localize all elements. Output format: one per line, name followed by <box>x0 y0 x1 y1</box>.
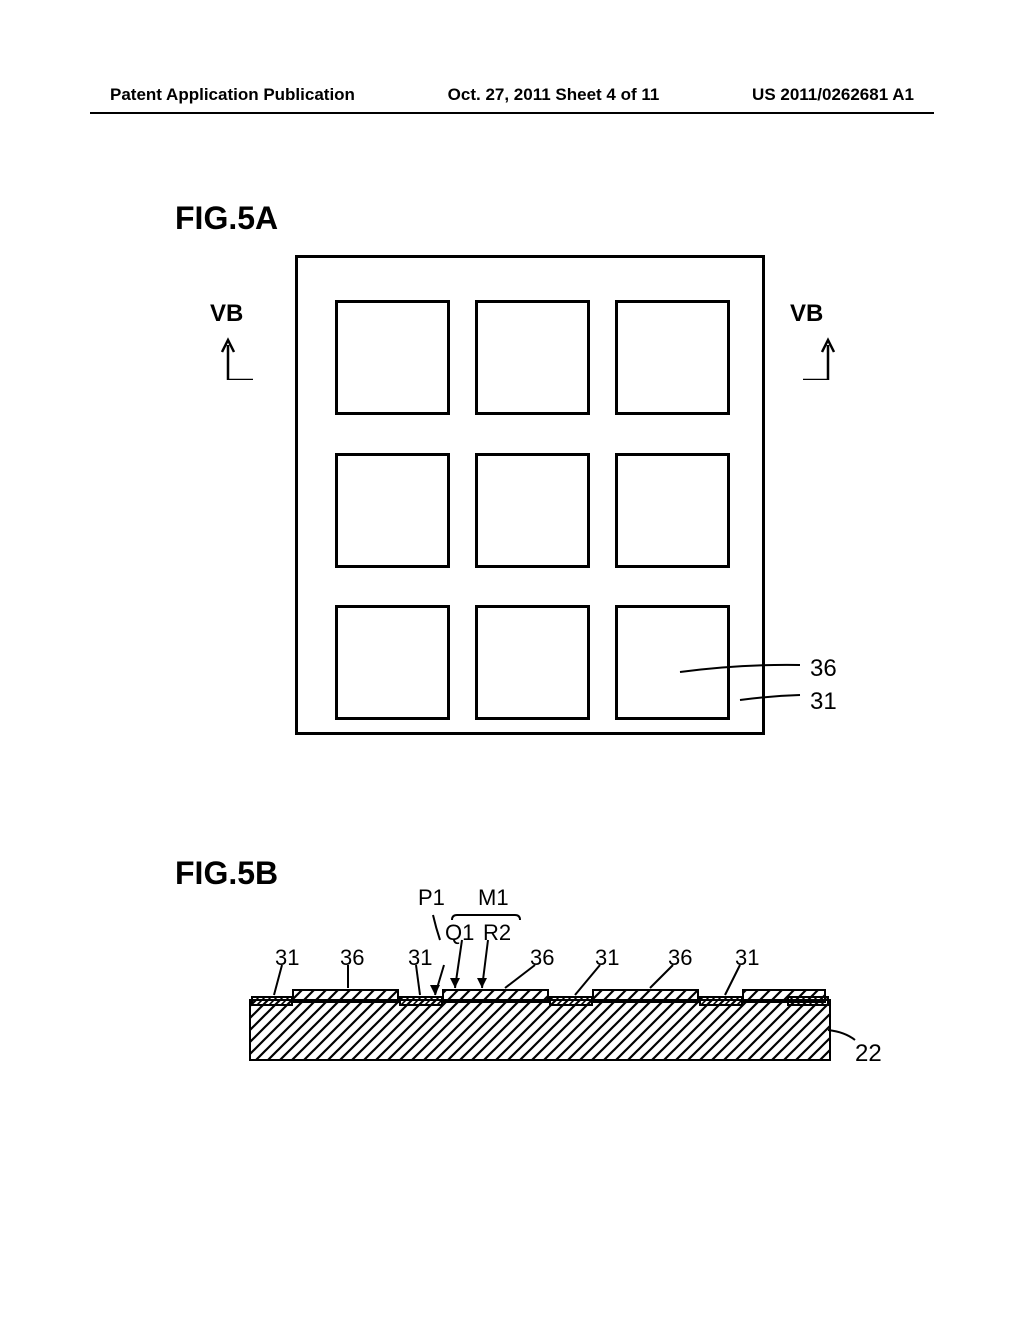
section-arrow-right <box>798 330 838 380</box>
fig5b-ref-label: 31 <box>408 945 432 971</box>
section-label-vb-left: VB <box>210 300 243 328</box>
fig5a-cell <box>475 605 590 720</box>
page: Patent Application Publication Oct. 27, … <box>0 0 1024 1320</box>
fig5a-cell <box>335 300 450 415</box>
page-header: Patent Application Publication Oct. 27, … <box>0 85 1024 105</box>
fig5a-cell <box>615 605 730 720</box>
ref-label-36: 36 <box>810 655 837 683</box>
fig5a-cell <box>335 453 450 568</box>
header-rule <box>90 112 934 114</box>
fig5a-label: FIG.5A <box>175 200 278 237</box>
header-left: Patent Application Publication <box>110 85 355 105</box>
fig5b-ref-label: 36 <box>668 945 692 971</box>
section-label-vb-right: VB <box>790 300 823 328</box>
fig5a-cell <box>475 300 590 415</box>
fig5b-cross-section <box>230 870 870 1090</box>
ref-label-31: 31 <box>810 688 837 716</box>
label-r2: R2 <box>483 920 511 946</box>
fig5b-ref-label: 36 <box>530 945 554 971</box>
label-q1: Q1 <box>445 920 474 946</box>
section-arrow-left <box>218 330 258 380</box>
fig5b-ref-label: 36 <box>340 945 364 971</box>
fig5a-cell <box>615 300 730 415</box>
fig5a-cell <box>335 605 450 720</box>
header-center: Oct. 27, 2011 Sheet 4 of 11 <box>448 85 660 105</box>
fig5b-ref-label: 31 <box>275 945 299 971</box>
ref-label-22: 22 <box>855 1040 882 1068</box>
fig5a-cell <box>615 453 730 568</box>
header-right: US 2011/0262681 A1 <box>752 85 914 105</box>
label-p1: P1 <box>418 885 445 911</box>
fig5a-cell <box>475 453 590 568</box>
fig5b-ref-label: 31 <box>595 945 619 971</box>
fig5b-ref-label: 31 <box>735 945 759 971</box>
label-m1: M1 <box>478 885 509 911</box>
